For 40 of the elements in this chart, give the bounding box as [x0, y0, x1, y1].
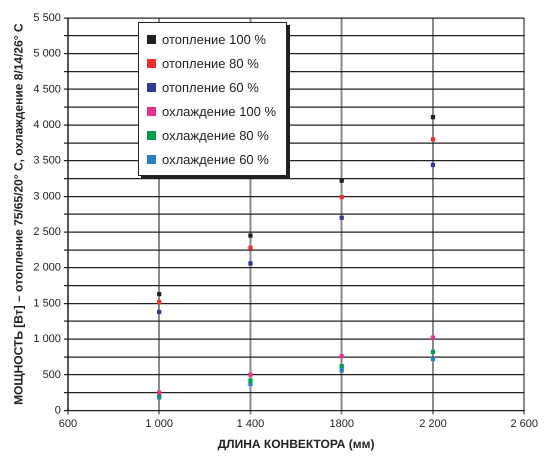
point: [157, 390, 162, 395]
x-tick-label: 1 000: [145, 418, 173, 430]
point: [248, 246, 253, 250]
legend-label: отопление 80 %: [162, 56, 259, 70]
legend-label: охлаждение 100 %: [162, 104, 276, 118]
y-tick-label: 0: [54, 404, 61, 416]
y-tick-label: 3 500: [33, 154, 61, 167]
x-tick-label: 2 200: [419, 418, 447, 430]
point: [157, 292, 162, 296]
point: [340, 364, 344, 368]
legend-label: отопление 100 %: [162, 32, 266, 46]
y-tick-label: 1 000: [33, 333, 61, 346]
y-tick-label: 2 000: [33, 262, 61, 274]
point: [157, 300, 162, 304]
point: [340, 194, 344, 200]
y-tick-label: 1 500: [33, 297, 61, 310]
x-axis-title: ДЛИНА КОНВЕКТОРА (мм): [218, 437, 375, 452]
legend-label: охлаждение 80 %: [162, 128, 269, 142]
point: [430, 115, 436, 120]
y-tick-label: 4 500: [33, 83, 61, 96]
point: [340, 216, 344, 220]
y-tick-label: 5 500: [33, 12, 61, 24]
x-tick-label: 1800: [329, 418, 354, 430]
point: [157, 310, 162, 314]
x-tick-label: 1 400: [236, 418, 264, 430]
y-tick-label: 3 000: [33, 190, 61, 202]
point: [430, 137, 436, 142]
point: [340, 178, 344, 183]
y-tick-label: 4 000: [33, 119, 61, 132]
y-tick-label: 500: [42, 368, 61, 381]
legend-label: отопление 60 %: [162, 80, 259, 94]
y-axis-title: МОЩНОСТЬ [Вт] – отопление 75/65/20° C, охлаждение 8/14/26° C: [12, 23, 26, 405]
point: [340, 368, 344, 373]
point: [340, 354, 344, 358]
point: [248, 372, 253, 377]
legend-label: охлаждение 60 %: [162, 152, 269, 166]
x-tick-label: 2 600: [510, 418, 538, 430]
x-tick-label: 600: [58, 418, 78, 430]
y-tick-label: 5 000: [33, 48, 61, 60]
y-tick-label: 2 500: [33, 226, 61, 238]
